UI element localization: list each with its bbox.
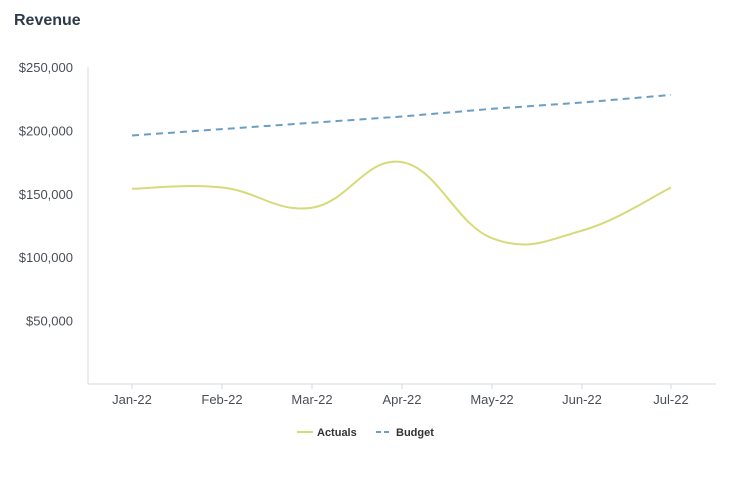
x-tick-label: May-22 [470, 392, 513, 407]
x-tick-label: Feb-22 [201, 392, 242, 407]
x-tick-label: Jul-22 [653, 392, 688, 407]
x-tick-label: Jan-22 [112, 392, 152, 407]
chart-series [131, 93, 672, 246]
x-tick-label: Apr-22 [382, 392, 421, 407]
y-tick-label: $250,000 [19, 60, 73, 75]
y-tick-label: $150,000 [19, 187, 73, 202]
legend-label-actuals: Actuals [317, 427, 357, 439]
chart-legend: Actuals Budget [297, 427, 434, 439]
series-line-actuals [131, 160, 672, 246]
x-tick-label: Mar-22 [291, 392, 332, 407]
x-tick-label: Jun-22 [562, 392, 602, 407]
chart-title: Revenue [14, 12, 81, 29]
y-tick-label: $100,000 [19, 250, 73, 265]
y-tick-label: $50,000 [26, 314, 73, 329]
y-axis-ticks: $50,000 $100,000 $150,000 $200,000 $250,000 [19, 60, 73, 329]
y-tick-label: $200,000 [19, 123, 73, 138]
series-line-budget [131, 93, 672, 137]
legend-label-budget: Budget [396, 427, 434, 439]
x-axis-ticks: Jan-22 Feb-22 Mar-22 Apr-22 May-22 Jun-22 Jul-… [112, 384, 689, 407]
